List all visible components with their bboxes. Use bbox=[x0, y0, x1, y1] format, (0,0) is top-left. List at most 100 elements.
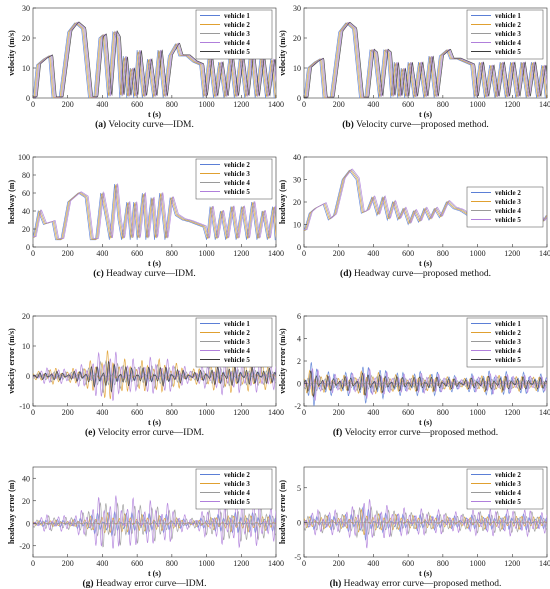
caption: (f) Velocity error curve—proposed method… bbox=[333, 427, 498, 438]
caption-text: Headway curve—IDM. bbox=[106, 269, 196, 279]
x-axis-label: t (s) bbox=[148, 110, 161, 119]
legend-box bbox=[195, 468, 273, 510]
y-tick-label: 30 bbox=[22, 4, 30, 13]
caption-text: Velocity error curve—proposed method. bbox=[345, 428, 499, 438]
legend-box bbox=[195, 158, 273, 200]
y-tick-label: 20 bbox=[22, 312, 30, 321]
y-tick-label: 20 bbox=[293, 198, 301, 207]
legend-label: vehicle 2 bbox=[495, 329, 521, 337]
caption-text: Velocity curve—IDM. bbox=[108, 120, 193, 130]
caption: (e) Velocity error curve—IDM. bbox=[85, 427, 204, 438]
x-tick-label: 400 bbox=[367, 249, 379, 258]
legend-label: vehicle 5 bbox=[495, 48, 521, 56]
x-tick-label: 1000 bbox=[199, 408, 215, 417]
legend-label: vehicle 2 bbox=[495, 21, 521, 29]
y-tick-label: 40 bbox=[22, 207, 30, 216]
series-line-vehicle-5 bbox=[33, 495, 276, 549]
caption-text: Headway error curve—IDM. bbox=[96, 579, 207, 589]
y-tick-label: -5 bbox=[294, 553, 301, 562]
legend-label: vehicle 4 bbox=[224, 347, 250, 355]
x-tick-label: 0 bbox=[31, 100, 35, 109]
y-tick-label: 20 bbox=[22, 497, 30, 506]
legend-label: vehicle 2 bbox=[495, 471, 521, 479]
x-tick-label: 800 bbox=[437, 100, 449, 109]
y-axis-label: headway (m) bbox=[278, 180, 287, 225]
x-tick-label: 600 bbox=[402, 408, 414, 417]
y-tick-label: 4 bbox=[297, 335, 301, 344]
x-tick-label: 1200 bbox=[504, 559, 520, 568]
x-tick-label: 1400 bbox=[539, 408, 550, 417]
y-tick-label: -2 bbox=[294, 402, 301, 411]
x-tick-label: 0 bbox=[302, 249, 306, 258]
x-tick-label: 400 bbox=[367, 408, 379, 417]
x-tick-label: 1400 bbox=[539, 100, 550, 109]
y-axis-label: velocity (m/s) bbox=[278, 30, 287, 76]
x-axis-label: t (s) bbox=[419, 259, 432, 268]
x-axis-label: t (s) bbox=[419, 418, 432, 427]
x-tick-label: 400 bbox=[367, 100, 379, 109]
x-tick-label: 800 bbox=[166, 249, 178, 258]
x-tick-label: 600 bbox=[131, 408, 143, 417]
x-tick-label: 1200 bbox=[233, 559, 249, 568]
series-group bbox=[304, 362, 547, 406]
x-tick-label: 1000 bbox=[470, 408, 486, 417]
series-group bbox=[33, 183, 276, 241]
series-line-vehicle-3 bbox=[33, 22, 276, 98]
y-tick-label: 0 bbox=[297, 243, 301, 252]
y-tick-label: 30 bbox=[293, 176, 301, 185]
x-tick-label: 600 bbox=[402, 249, 414, 258]
x-tick-label: 1200 bbox=[233, 249, 249, 258]
x-axis-label: t (s) bbox=[148, 569, 161, 578]
x-tick-label: 1200 bbox=[504, 408, 520, 417]
legend-label: vehicle 3 bbox=[224, 30, 250, 38]
x-tick-label: 200 bbox=[333, 100, 345, 109]
series-line-vehicle-2 bbox=[33, 350, 276, 400]
y-tick-label: 100 bbox=[18, 153, 30, 162]
caption: (b) Velocity curve—proposed method. bbox=[342, 119, 489, 130]
y-tick-label: 20 bbox=[22, 225, 30, 234]
series-line-vehicle-2 bbox=[33, 22, 276, 98]
x-tick-label: 800 bbox=[166, 559, 178, 568]
legend-label: vehicle 2 bbox=[224, 329, 250, 337]
series-line-vehicle-3 bbox=[304, 374, 547, 393]
legend-label: vehicle 5 bbox=[224, 188, 250, 196]
x-tick-label: 1400 bbox=[539, 559, 550, 568]
legend-label: vehicle 2 bbox=[224, 161, 250, 169]
x-tick-label: 600 bbox=[131, 249, 143, 258]
x-tick-label: 0 bbox=[31, 249, 35, 258]
x-tick-label: 200 bbox=[333, 408, 345, 417]
series-line-vehicle-4 bbox=[304, 22, 547, 98]
legend-box bbox=[466, 186, 544, 228]
legend-label: vehicle 4 bbox=[495, 207, 521, 215]
caption: (a) Velocity curve—IDM. bbox=[95, 119, 194, 130]
x-axis-label: t (s) bbox=[148, 259, 161, 268]
legend-label: vehicle 3 bbox=[224, 480, 250, 488]
plot-area bbox=[303, 466, 548, 558]
caption-label: (g) bbox=[83, 578, 94, 589]
legend-label: vehicle 3 bbox=[224, 338, 250, 346]
legend-label: vehicle 2 bbox=[224, 471, 250, 479]
y-tick-label: -20 bbox=[19, 542, 30, 551]
y-tick-label: 6 bbox=[297, 312, 301, 321]
x-tick-label: 1200 bbox=[233, 408, 249, 417]
y-tick-label: -10 bbox=[19, 402, 30, 411]
legend-label: vehicle 4 bbox=[224, 39, 250, 47]
x-tick-label: 1000 bbox=[470, 249, 486, 258]
legend-box bbox=[466, 468, 544, 510]
legend-label: vehicle 4 bbox=[224, 489, 250, 497]
x-tick-label: 0 bbox=[302, 408, 306, 417]
chart-panel-a: 0 200 400 600 800 1000 1200 1400 0 10 20 30 t (s) vel… bbox=[7, 4, 284, 130]
x-tick-label: 1200 bbox=[504, 100, 520, 109]
series-line-vehicle-5 bbox=[304, 21, 547, 98]
legend-label: vehicle 5 bbox=[224, 48, 250, 56]
legend-label: vehicle 5 bbox=[495, 498, 521, 506]
x-tick-label: 400 bbox=[96, 408, 108, 417]
